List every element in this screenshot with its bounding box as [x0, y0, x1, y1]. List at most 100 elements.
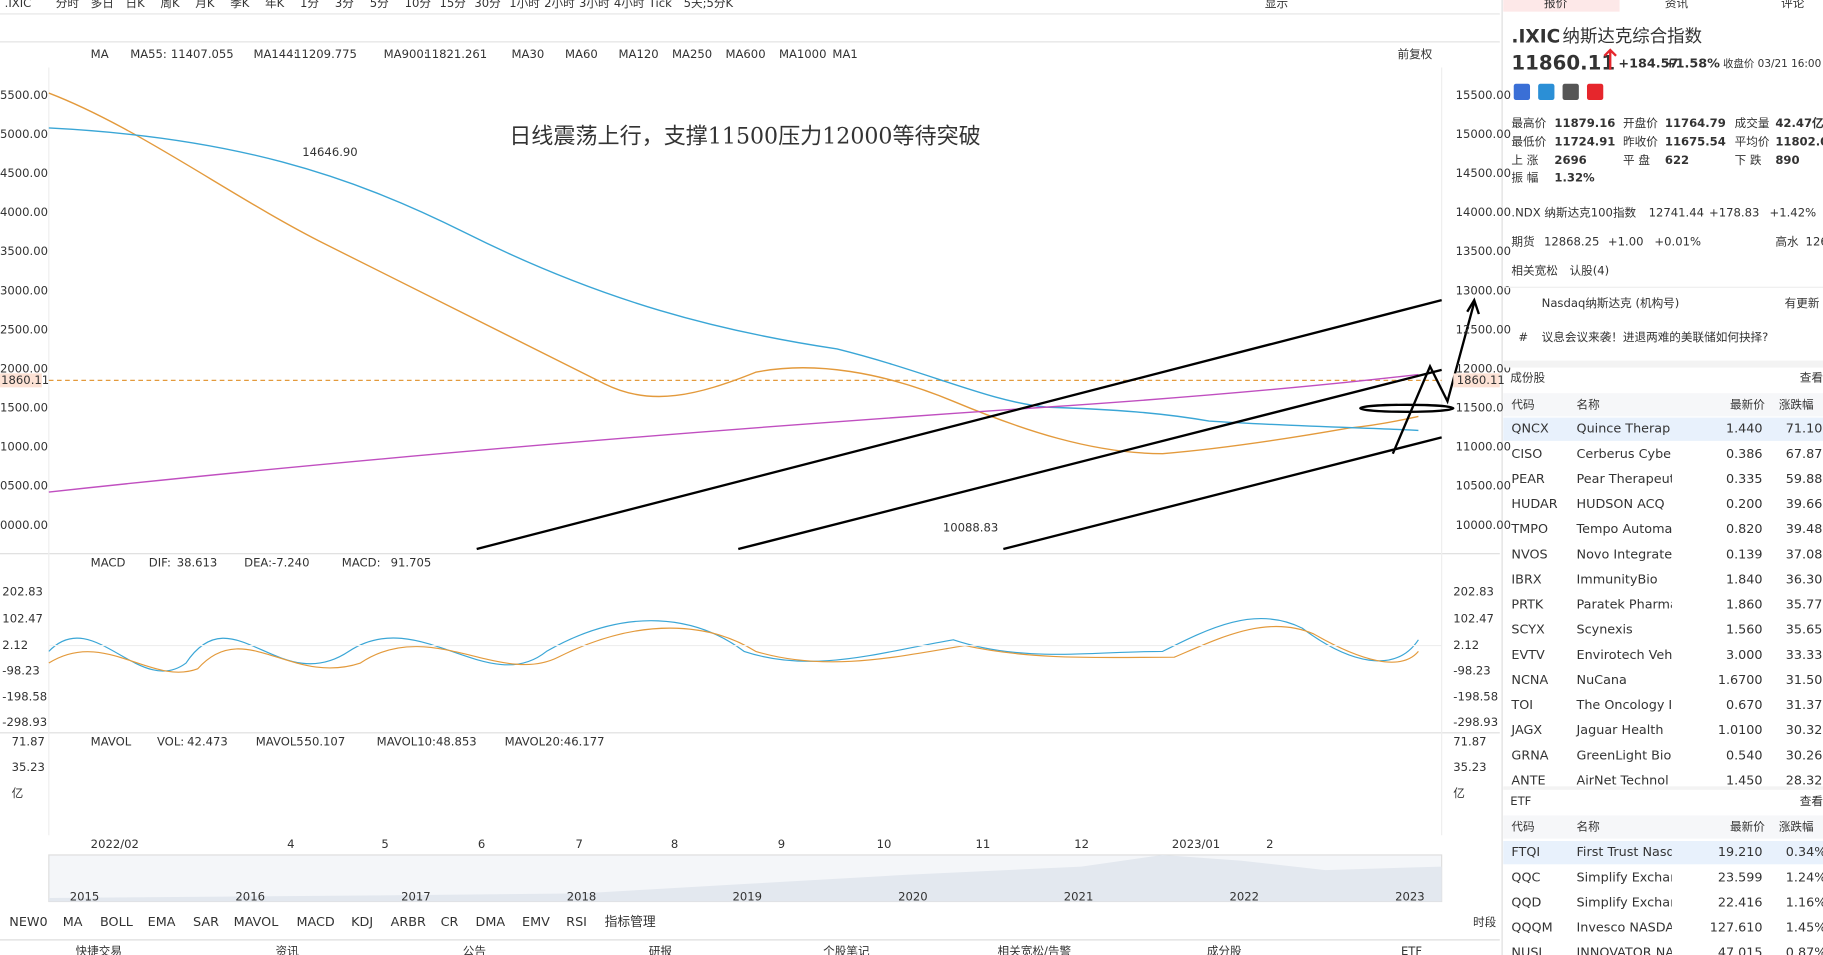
period-tab[interactable]: 30分: [474, 0, 501, 10]
period-tab[interactable]: 周K: [160, 0, 180, 10]
indicator-tab[interactable]: MACD: [296, 915, 334, 930]
bottom-tab[interactable]: 快捷交易: [76, 944, 122, 955]
row-code[interactable]: QNCX: [1511, 422, 1549, 437]
period-tab[interactable]: 月K: [195, 0, 215, 10]
indicator-tab[interactable]: 指标管理: [605, 915, 656, 930]
row-name[interactable]: Quince Therap: [1577, 422, 1671, 437]
row-name[interactable]: Tempo Automa: [1576, 522, 1673, 537]
indicator-tab[interactable]: DMA: [476, 915, 506, 930]
indicator-tab[interactable]: RSI: [566, 915, 587, 930]
row-name[interactable]: Novo Integrate: [1577, 547, 1673, 562]
row-name[interactable]: AirNet Technol: [1577, 773, 1669, 788]
period-tab[interactable]: 4小时: [614, 0, 645, 10]
period-tab[interactable]: 1小时: [509, 0, 540, 10]
more-link[interactable]: 查看: [1800, 794, 1823, 808]
row-code[interactable]: JAGX: [1510, 723, 1542, 738]
quote-icon[interactable]: [1538, 83, 1555, 101]
ma-value: 11407.055: [171, 47, 234, 61]
row-code[interactable]: EVTV: [1511, 648, 1545, 663]
display-button[interactable]: 显示: [1265, 0, 1288, 10]
quote-tab[interactable]: 评论: [1781, 0, 1805, 10]
row-highlight: [1503, 417, 1823, 441]
adjust-toggle[interactable]: 前复权: [1397, 47, 1432, 61]
period-tab[interactable]: 日K: [126, 0, 146, 10]
period-tab[interactable]: 2小时: [544, 0, 575, 10]
quote-icon[interactable]: [1586, 83, 1604, 101]
row-code[interactable]: NVOS: [1511, 547, 1547, 562]
row-name[interactable]: Cerberus Cyber: [1577, 447, 1678, 462]
row-name[interactable]: Pear Therapeut: [1577, 472, 1675, 487]
row-code[interactable]: QQC: [1511, 870, 1540, 885]
period-tab[interactable]: 3分: [335, 0, 354, 10]
period-tab[interactable]: 5分: [370, 0, 389, 10]
period-tab[interactable]: 1分: [300, 0, 319, 10]
bottom-tab[interactable]: 资讯: [276, 944, 300, 955]
row-code[interactable]: FTQI: [1511, 845, 1540, 860]
period-tab[interactable]: 时段: [1473, 915, 1497, 929]
row-code[interactable]: IBRX: [1511, 572, 1541, 587]
indicator-tab[interactable]: KDJ: [351, 915, 373, 930]
row-code[interactable]: PRTK: [1511, 598, 1543, 613]
quote-icon[interactable]: [1513, 83, 1531, 101]
indicator-tab[interactable]: EMV: [522, 915, 550, 930]
row-code[interactable]: ANTE: [1511, 773, 1545, 788]
indicator-tab[interactable]: CR: [441, 915, 459, 930]
indicator-tab[interactable]: EMA: [148, 915, 176, 930]
more-link[interactable]: 查看: [1800, 371, 1823, 385]
indicator-tab[interactable]: SAR: [193, 915, 219, 930]
quote-tab[interactable]: 报价: [1544, 0, 1568, 10]
row-name[interactable]: Paratek Pharma: [1577, 598, 1678, 613]
row-name[interactable]: Simplify Exchange: [1577, 895, 1695, 910]
period-tab[interactable]: Tick: [648, 0, 672, 10]
bottom-tab[interactable]: 相关宽松/告警: [998, 944, 1072, 955]
row-name[interactable]: Scynexis: [1577, 623, 1634, 638]
bottom-tab[interactable]: ETF: [1401, 944, 1422, 955]
row-code[interactable]: QQQM: [1511, 921, 1552, 936]
indicator-tab[interactable]: ARBR: [391, 915, 426, 930]
period-tab[interactable]: 5天;5分K: [684, 0, 734, 10]
bottom-tab[interactable]: 公告: [463, 944, 486, 955]
row-name[interactable]: INNOVATOR NAS: [1577, 946, 1683, 955]
row-name[interactable]: The Oncology I: [1576, 698, 1673, 713]
indicator-tab[interactable]: BOLL: [100, 915, 134, 930]
row-name[interactable]: ImmunityBio: [1577, 572, 1658, 587]
news-link[interactable]: 议息会议来袭！进退两难的美联储如何抉择?: [1542, 330, 1769, 344]
row-code[interactable]: SCYX: [1511, 623, 1545, 638]
period-tab[interactable]: 年K: [265, 0, 285, 10]
row-code[interactable]: TOI: [1510, 698, 1533, 713]
quote-icon[interactable]: [1562, 83, 1579, 101]
row-name[interactable]: Invesco NASDAQ: [1577, 921, 1684, 936]
period-tab[interactable]: 3小时: [579, 0, 610, 10]
row-name[interactable]: Envirotech Veh: [1577, 648, 1673, 663]
overview-year: 2016: [235, 889, 265, 903]
bottom-tab[interactable]: 成分股: [1207, 944, 1242, 955]
bottom-tab[interactable]: 研报: [649, 944, 673, 955]
period-tab[interactable]: 季K: [230, 0, 250, 10]
row-code[interactable]: NCNA: [1511, 673, 1548, 688]
row-name[interactable]: First Trust Nasdaq: [1577, 845, 1691, 860]
bottom-tab[interactable]: 个股笔记: [823, 944, 870, 955]
row-code[interactable]: HUDAR: [1511, 497, 1557, 512]
row-code[interactable]: PEAR: [1511, 472, 1545, 487]
quote-tab[interactable]: 资讯: [1665, 0, 1689, 10]
indicator-tab[interactable]: MA: [63, 915, 83, 930]
indicator-tab[interactable]: MAVOL: [234, 915, 280, 930]
account-name[interactable]: Nasdaq纳斯达克 (机构号): [1542, 296, 1680, 310]
row-name[interactable]: Jaguar Health: [1576, 723, 1664, 738]
row-code[interactable]: TMPO: [1510, 522, 1548, 537]
row-name[interactable]: GreenLight Bios: [1577, 748, 1679, 763]
row-name[interactable]: NuCana: [1577, 673, 1627, 688]
row-code[interactable]: CISO: [1511, 447, 1542, 462]
row-name[interactable]: Simplify Exchange: [1577, 870, 1695, 885]
row-code[interactable]: NUSI: [1511, 946, 1542, 955]
period-tab[interactable]: 15分: [439, 0, 466, 10]
row-code[interactable]: QQD: [1511, 895, 1541, 910]
row-code[interactable]: GRNA: [1511, 748, 1548, 763]
indicator-tab[interactable]: NEW0: [9, 915, 47, 930]
row-name[interactable]: HUDSON ACQ: [1577, 497, 1665, 512]
warrants-link[interactable]: 认股(4): [1570, 264, 1610, 278]
futures-premium-value: 126: [1806, 234, 1823, 248]
period-tab[interactable]: 分时: [56, 0, 80, 10]
period-tab[interactable]: 10分: [405, 0, 432, 10]
period-tab[interactable]: 多日: [91, 0, 114, 10]
